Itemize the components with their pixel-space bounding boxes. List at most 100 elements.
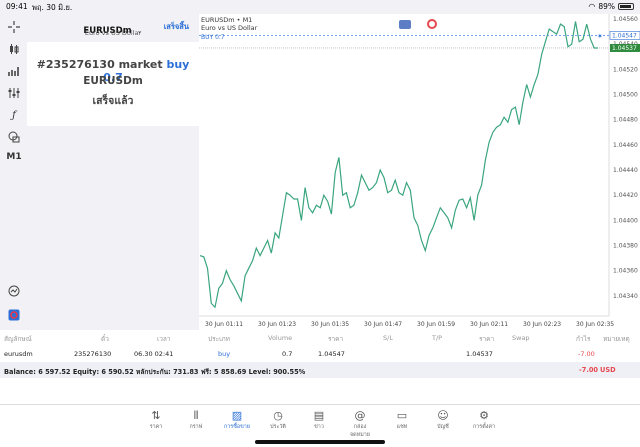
symbol-selector[interactable]: EURUSDm ⌄ — [27, 18, 199, 37]
trade-line-label: BUY 0.7 — [201, 34, 225, 41]
order-status: เสร็จแล้ว — [92, 95, 134, 107]
order-ticket: #235276130 market — [36, 58, 163, 71]
order-symbol: EURUSDm — [83, 75, 143, 87]
table-header-swap: Swap — [512, 334, 530, 342]
panel-background — [27, 126, 199, 330]
account-icon: ☺ — [437, 409, 449, 422]
tab-news-label: ข่าว — [314, 424, 324, 430]
x-tick-label: 30 Jun 01:47 — [364, 321, 402, 328]
x-tick-label: 30 Jun 01:23 — [258, 321, 296, 328]
table-header-sl: S/L — [383, 334, 393, 342]
crosshair-icon[interactable] — [4, 18, 24, 36]
y-tick-label: 1.04560 — [613, 16, 638, 23]
news-icon: ▤ — [313, 409, 325, 422]
y-tick-label: 1.04400 — [613, 217, 638, 224]
history-icon: ◷ — [273, 409, 283, 422]
indicator-sliders-icon[interactable] — [4, 84, 24, 102]
chat-icon: ▭ — [396, 409, 408, 422]
order-ticket-line: #235276130 market buy 0.7 — [27, 58, 199, 84]
table-header-tp: T/P — [432, 334, 443, 342]
chart-header-symbol: EURUSDm • M1 — [201, 16, 253, 24]
tab-news[interactable]: ▤ ข่าว — [304, 409, 334, 431]
tab-history[interactable]: ◷ ประวัติ — [263, 409, 293, 431]
balance-bar: Balance: 6 597.52 Equity: 6 590.52 หลักป… — [0, 362, 640, 378]
symbol-name: EURUSDm — [83, 26, 132, 36]
y-tick-label: 1.04340 — [613, 293, 638, 300]
price-series-line — [199, 21, 598, 309]
row-symbol: eurusdm — [4, 350, 33, 358]
current-price-tag-text: 1.04537 — [612, 45, 637, 52]
table-header-comment: หมายเหตุ — [603, 335, 630, 343]
row-time: 06.30 02:41 — [134, 350, 174, 358]
currency-label: USD — [600, 366, 616, 374]
x-tick-label: 30 Jun 02:35 — [576, 321, 614, 328]
tab-account[interactable]: ☺ บัญชี — [428, 409, 458, 431]
y-tick-label: 1.04500 — [613, 92, 638, 99]
tab-mailbox[interactable]: @ กล่องจดหมาย — [345, 409, 375, 439]
y-tick-label: 1.04460 — [613, 142, 638, 149]
x-tick-label: 30 Jun 02:11 — [470, 321, 508, 328]
table-empty-area — [0, 378, 640, 404]
tab-settings[interactable]: ⚙ การตั้งค่า — [469, 409, 499, 431]
buy-price-tag-text: 1.04547 — [612, 32, 637, 39]
row-ticket: 235276130 — [74, 350, 112, 358]
row-profit: -7.00 — [578, 350, 595, 358]
tab-quotes-label: ราคา — [149, 424, 163, 430]
table-header-price: ราคา — [479, 335, 495, 343]
objects-icon[interactable] — [4, 128, 24, 146]
order-side: buy 0.7 — [103, 58, 190, 84]
done-button[interactable]: เสร็จสิ้น — [163, 22, 189, 31]
table-header-time: เวลา — [157, 335, 171, 343]
balance-summary: Balance: 6 597.52 Equity: 6 590.52 หลักป… — [4, 368, 306, 376]
current-price-tag — [610, 43, 640, 52]
table-header-volume: Volume — [268, 334, 293, 342]
chevron-down-icon: ⌄ — [136, 27, 143, 35]
tab-account-label: บัญชี — [437, 424, 449, 430]
x-tick-label: 30 Jun 01:11 — [205, 321, 243, 328]
wifi-icon: ◠ — [588, 2, 596, 11]
table-header-symbol: สัญลักษณ์ — [4, 335, 32, 343]
x-tick-label: 30 Jun 01:35 — [311, 321, 349, 328]
quotes-icon: ⇅ — [151, 409, 161, 422]
chart-icon: ⫴ — [193, 409, 199, 422]
depth-of-market-icon[interactable] — [427, 19, 437, 29]
y-tick-label: 1.04420 — [613, 192, 638, 199]
x-tick-label: 30 Jun 02:23 — [523, 321, 561, 328]
symbol-description: Euro vs US Dollar — [84, 29, 142, 37]
tab-trade[interactable]: ▨ การซื้อขาย — [222, 409, 252, 431]
status-right: ◠ 89% — [588, 2, 634, 11]
bottom-tab-bar: ⇅ ราคา ⫴ กราฟ ▨ การซื้อขาย ◷ ประวัติ ▤ ข่าว @… — [0, 404, 640, 447]
function-icon[interactable]: ƒ — [12, 109, 16, 121]
buy-price-tag — [609, 31, 640, 40]
y-tick-label: 1.04440 — [613, 167, 638, 174]
chart-header-desc: Euro vs US Dollar — [201, 24, 258, 32]
chart-zoom-icon[interactable] — [4, 282, 24, 300]
table-header-ticket: ตั๋ว — [101, 335, 109, 343]
tab-quotes[interactable]: ⇅ ราคา — [141, 409, 171, 431]
chart-plot: 1.045601.045401.045201.045001.044801.044… — [199, 14, 640, 328]
bar-chart-icon[interactable] — [4, 62, 24, 80]
battery-icon — [618, 3, 634, 10]
status-battery-text: 89% — [598, 2, 615, 11]
table-header-open-price: ราคา — [328, 335, 344, 343]
row-type: buy — [218, 350, 231, 358]
price-chart[interactable]: EURUSDm • M1 Euro vs US Dollar BUY 0.7 1… — [199, 14, 640, 330]
one-click-trading-icon[interactable] — [399, 20, 411, 29]
status-bar: 09:41 พฤ. 30 มิ.ย. ◠ 89% — [0, 0, 640, 14]
timeframe-button[interactable]: M1 — [6, 152, 22, 162]
tab-mailbox-label: กล่องจดหมาย — [350, 424, 370, 438]
tab-history-label: ประวัติ — [270, 424, 286, 430]
app-logo-icon[interactable] — [4, 306, 24, 324]
tab-trade-label: การซื้อขาย — [224, 424, 250, 430]
candles-icon[interactable] — [4, 40, 24, 58]
table-header-profit: กำไร — [576, 335, 591, 343]
tab-chart[interactable]: ⫴ กราฟ — [181, 409, 211, 431]
row-price: 1.04537 — [466, 350, 493, 358]
trade-icon: ▨ — [231, 409, 243, 422]
x-tick-label: 30 Jun 01:59 — [417, 321, 455, 328]
table-header-type: ประเภท — [208, 335, 230, 343]
tab-chat[interactable]: ▭ แชท — [387, 409, 417, 431]
total-profit: -7.00 — [579, 366, 599, 374]
y-tick-label: 1.04480 — [613, 117, 638, 124]
tab-chart-label: กราฟ — [189, 424, 203, 430]
